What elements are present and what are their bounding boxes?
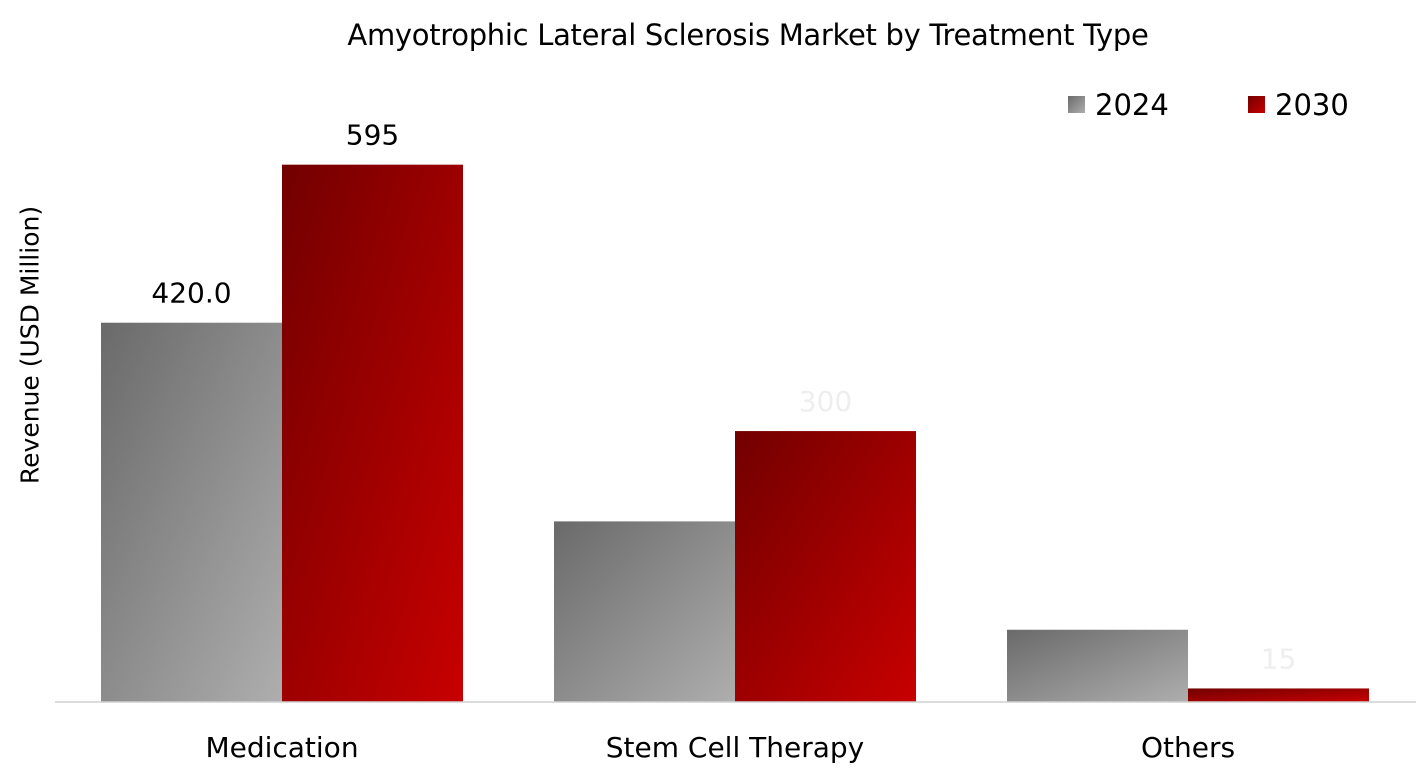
bar-stem-cell-therapy-2024 [554,521,735,702]
labels-group: 420.0 595 Medication 300 Stem Cell Therapy 15… [151,119,1296,764]
category-label-others: Others [1141,731,1235,764]
data-label-medication-2024: 420.0 [151,277,231,310]
data-label-medication-2030: 595 [346,119,399,152]
legend-label-2024: 2024 [1095,88,1169,122]
legend-item-2024: 2024 [1068,88,1169,122]
bar-others-2030 [1188,688,1369,702]
bar-medication-2030 [282,164,463,702]
chart-title: Amyotrophic Lateral Sclerosis Market by … [347,18,1149,52]
bar-stem-cell-therapy-2030 [735,431,916,702]
bar-others-2024 [1007,629,1188,702]
category-label-medication: Medication [205,731,358,764]
legend-swatch-2024 [1068,95,1085,113]
legend-item-2030: 2030 [1248,88,1349,122]
data-label-stem-cell-therapy-2030: 300 [799,385,852,418]
legend-label-2030: 2030 [1275,88,1349,122]
category-label-stem-cell-therapy: Stem Cell Therapy [606,731,864,764]
bar-medication-2024 [101,322,282,702]
bars-group [101,164,1369,702]
data-label-others-2030: 15 [1261,642,1297,675]
legend-swatch-2030 [1248,95,1265,113]
